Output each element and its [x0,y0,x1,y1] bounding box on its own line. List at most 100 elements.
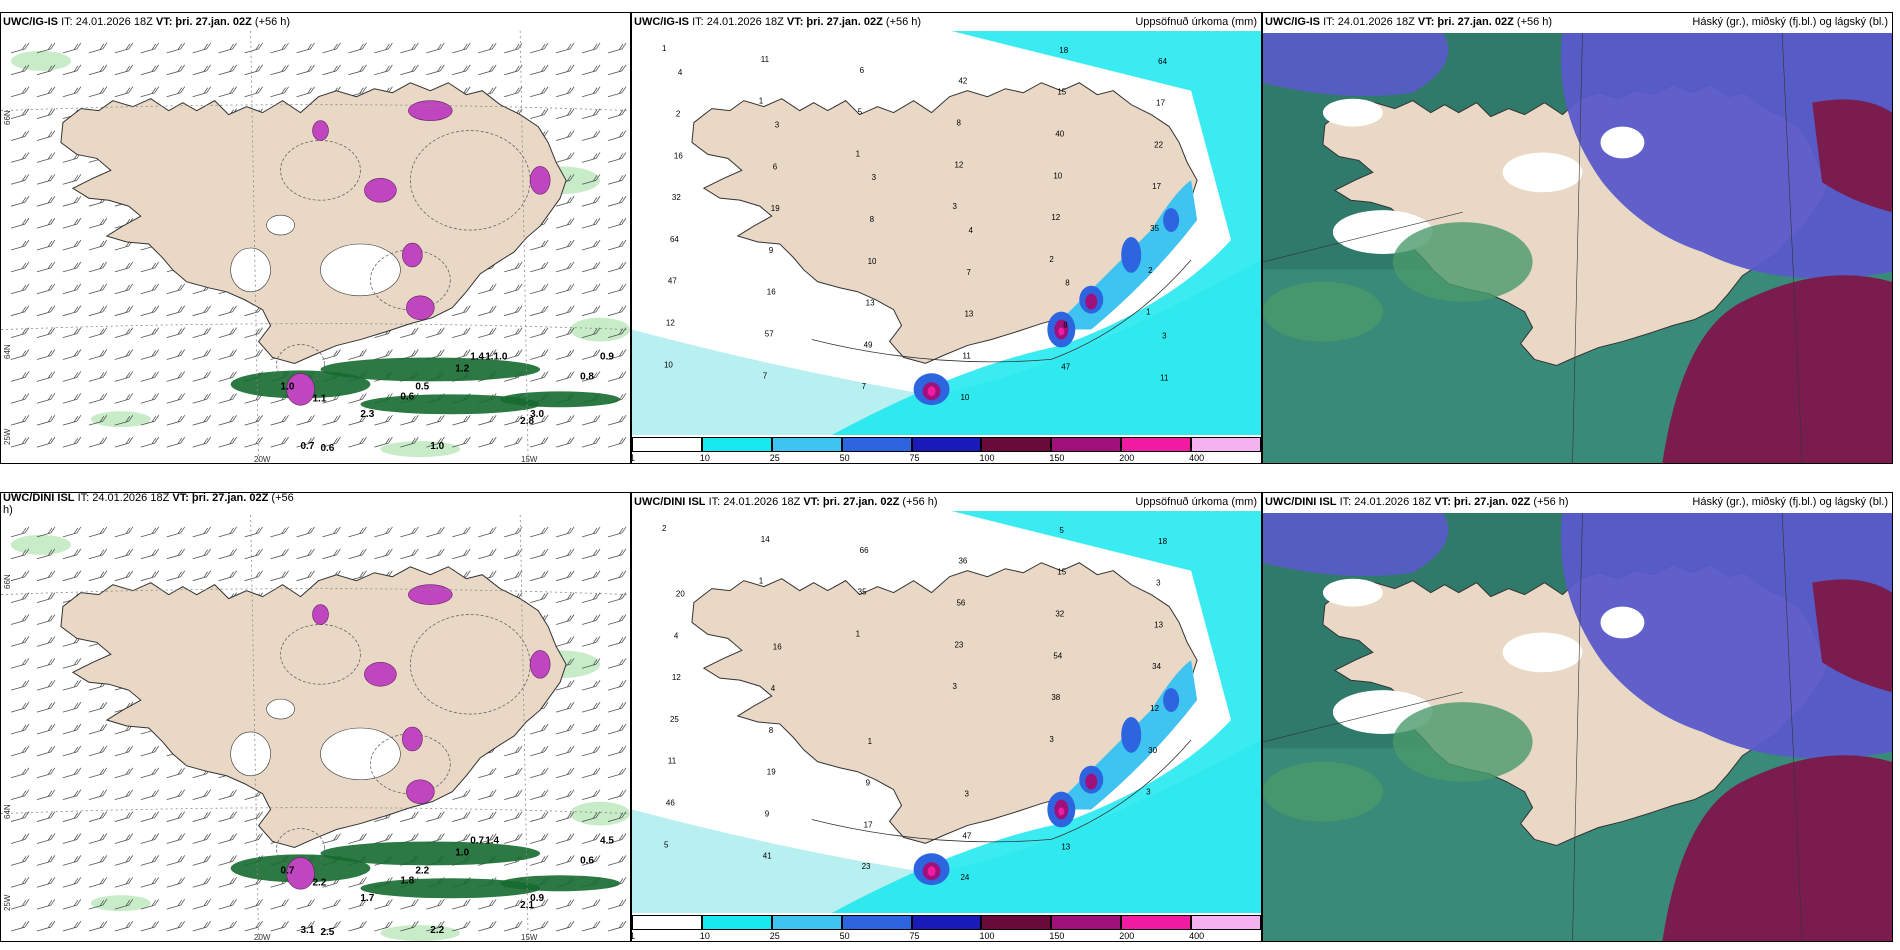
light-precip-area [10,50,71,71]
wind-barb [322,349,341,360]
precip-map[interactable]: 1 1 1 3 2 1 10 11 5 12 12 2 12 7 6 8 10 35 47 57 7 42 40 17 64 16… [632,31,1261,435]
snow-precip-blob [286,857,315,890]
value-label: 12 [1051,213,1060,222]
colorbar-swatch [841,915,912,930]
wind-barb [426,42,445,54]
wind-barb [374,833,393,844]
wind-barb [114,855,134,866]
wind-barb [504,305,523,317]
value-label: 4 [674,631,679,640]
wind-barb [10,371,30,382]
panel-title: Háský (gr.), miðský (fj.bl.) og lágský (… [1692,496,1888,508]
wind-barb [244,833,263,844]
wind-barb [36,767,56,779]
wind-barb [478,42,497,54]
wind-barb [452,548,471,560]
wind-barb [556,64,575,76]
value-label: 15 [1057,568,1066,577]
wind-barb [426,526,445,538]
colorbar-swatch [911,915,982,930]
wind-barb [10,789,30,801]
value-label: 2.8 [520,416,534,427]
wind-barb [10,898,30,910]
value-label: 1.8 [400,875,414,886]
wind-barb [581,592,601,603]
wind-precip-map[interactable]: 0.7 2.2 1.8 2.2 1.7 2.1 0.9 1.0 0.7 1.4 0.6 4.5 3.1 2… [1,515,630,941]
value-label: 3 [1146,788,1151,797]
wind-barb [530,305,549,317]
wind-barb [36,86,56,98]
value-label: 24 [960,873,969,882]
precip-map[interactable]: 2 1 1 3 3 3 5 14 35 23 38 30 46 41 66 56 54 12 11 9 23 36 32 34… [632,511,1261,913]
wind-barb [218,436,237,448]
wind-barb [62,658,82,669]
wind-barb [166,548,186,560]
snow-precip-blob [406,779,435,804]
moderate-precip-area [831,511,1261,913]
value-label: 2.2 [415,865,429,876]
wind-barb [607,570,627,582]
wind-barb [36,680,56,691]
wind-barb [140,261,160,273]
wind-barb [556,436,575,448]
wind-barb [88,701,108,713]
value-label: 10 [664,360,673,369]
wind-barb [556,680,575,691]
wind-barb [270,86,289,98]
latitude-line [1,807,630,814]
wind-barb [607,283,627,295]
wind-barb [10,877,30,888]
wind-barb [62,305,82,317]
wind-barb [62,393,82,404]
wind-barb [374,415,393,426]
wind-barb [88,767,108,779]
wind-barb [166,64,186,76]
wind-barb [166,855,186,866]
wind-barb [556,108,575,119]
wind-barb [62,415,82,426]
wind-barb [581,305,601,317]
value-label: 1 [759,577,764,586]
wind-barb [452,415,471,426]
wind-barb [10,680,30,691]
coastline [811,259,1192,363]
wind-barb [166,526,186,538]
wind-barb [607,130,627,141]
value-label: 0.5 [415,381,429,392]
wind-barb [556,898,575,910]
wind-barb [114,833,134,844]
clear-sky-area [1322,98,1383,127]
wind-barb [607,174,627,185]
value-label: 32 [672,193,681,202]
sector-line [1781,513,1803,941]
wind-barb [504,415,523,426]
wind-barb [218,393,237,404]
wind-barb [478,415,497,426]
wind-barb [530,592,549,603]
colorbar-swatch [911,437,982,452]
wind-barb [218,349,237,360]
value-label: 3 [775,121,780,130]
wind-barb [62,371,82,382]
wind-barb [452,42,471,54]
cloud-cover-map[interactable] [1263,33,1892,463]
wind-barb [374,920,393,932]
wind-barb [581,811,601,822]
wind-barb [36,42,56,54]
wind-barb [270,436,289,448]
wind-barb [296,64,315,76]
value-label: 2 [676,110,681,119]
latitude-line [1,588,630,596]
wind-barb [478,64,497,76]
wind-barb [192,789,211,801]
colorbar-tick-label: 50 [839,453,850,463]
lead-time: (+56 h) [254,16,291,28]
cloud-cover-map[interactable] [1263,513,1892,941]
wind-barb [218,415,237,426]
wind-barb [530,86,549,98]
wind-barb [581,152,601,163]
wind-barb [36,415,56,426]
panel-header-wrap: h) [3,504,13,516]
wind-precip-map[interactable]: 1.0 1.1 0.6 0.5 2.3 2.8 3.0 1.2 1.4 1.1.0 0.8 0.9 0.… [1,31,630,463]
wind-barb [114,349,134,360]
